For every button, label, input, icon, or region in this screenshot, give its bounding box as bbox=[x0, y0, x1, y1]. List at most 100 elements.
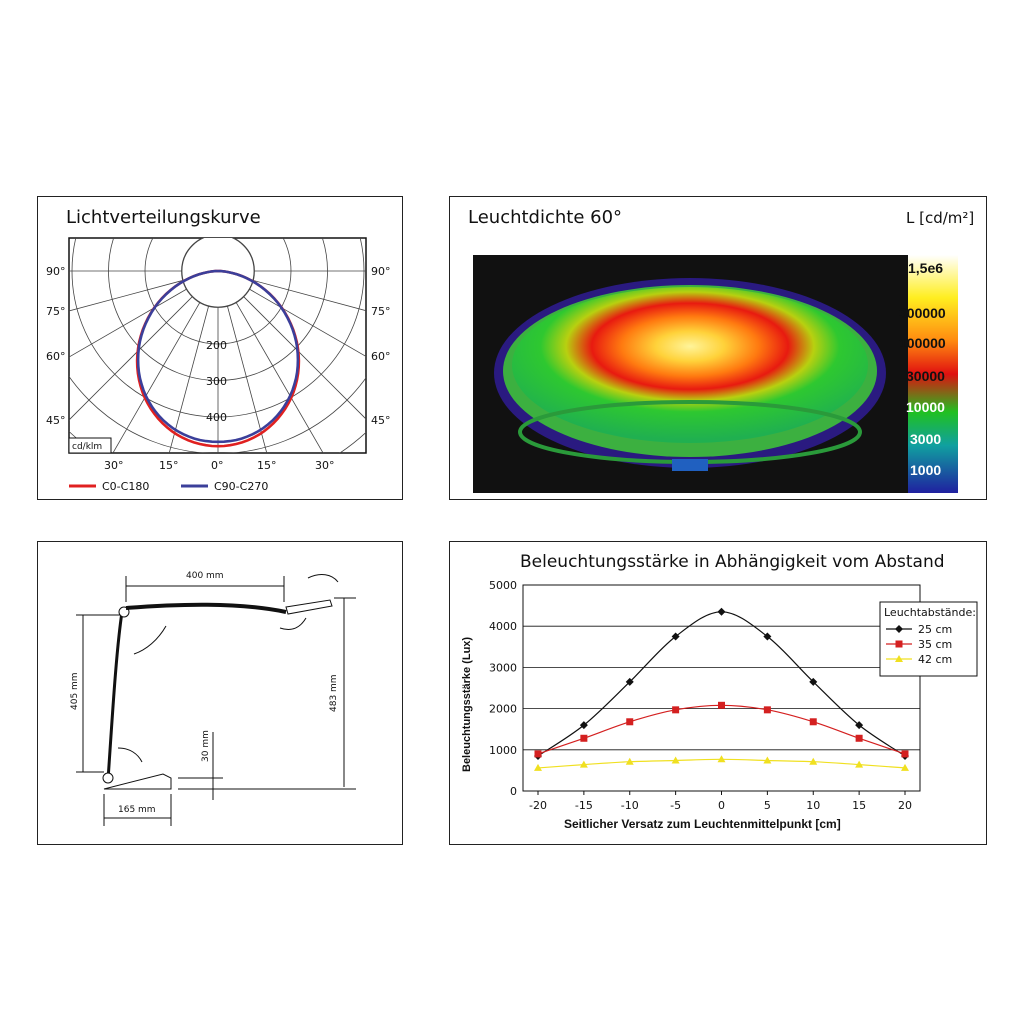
xtick-label: 20 bbox=[898, 799, 912, 812]
scale-value-0: 1,5e6 bbox=[908, 260, 943, 276]
heatmap-panel: Leuchtdichte 60° L [cd/m²] bbox=[449, 196, 987, 500]
dim-base-width-label: 165 mm bbox=[118, 805, 156, 815]
dim-arm-label: 400 mm bbox=[186, 571, 224, 581]
polar-panel: Lichtverteilungskurve 200 300 400 90° 75… bbox=[37, 196, 403, 500]
ytick-label: 3000 bbox=[489, 661, 517, 674]
angle-right-60: 60° bbox=[371, 350, 391, 363]
angle-bottom-30r: 30° bbox=[315, 459, 335, 472]
angle-left-45: 45° bbox=[46, 414, 66, 427]
angle-left-90: 90° bbox=[46, 265, 66, 278]
data-point-0 bbox=[671, 632, 680, 641]
scale-value-2: 100000 bbox=[899, 335, 946, 351]
data-point-1 bbox=[626, 718, 634, 726]
data-point-2 bbox=[901, 763, 909, 771]
data-point-1 bbox=[580, 734, 588, 742]
xtick-label: -15 bbox=[575, 799, 593, 812]
data-point-2 bbox=[717, 755, 726, 763]
scale-value-6: 1000 bbox=[910, 462, 941, 478]
polar-grid bbox=[69, 238, 366, 453]
angle-left-60: 60° bbox=[46, 350, 66, 363]
angle-right-90: 90° bbox=[371, 265, 391, 278]
lamp-column bbox=[106, 611, 124, 781]
polar-hub bbox=[181, 238, 255, 308]
dim-column-label: 405 mm bbox=[70, 672, 80, 710]
heatmap-scale-bar bbox=[908, 255, 958, 493]
lamp-arm bbox=[125, 602, 287, 614]
xtick-label: 5 bbox=[764, 799, 771, 812]
scale-value-3: 30000 bbox=[906, 368, 945, 384]
rotate-arrow-head-bottom bbox=[279, 617, 307, 631]
line-legend-box bbox=[879, 601, 978, 677]
lamp-drawing: 400 mm 405 mm 483 mm 30 mm 165 mm bbox=[70, 571, 356, 826]
unit-box bbox=[68, 437, 112, 454]
data-point-2 bbox=[534, 763, 542, 771]
rotate-arrow-upper bbox=[133, 625, 167, 655]
xtick-label: 15 bbox=[852, 799, 866, 812]
heatmap-core bbox=[512, 287, 868, 443]
curve-c90-c270 bbox=[136, 269, 300, 444]
xtick-label: 0 bbox=[718, 799, 725, 812]
line-axes: 0 1000 2000 3000 4000 5000 -20 -15 -10 -5 0 5 10 15 20 bbox=[489, 579, 912, 812]
angle-left-75: 75° bbox=[46, 305, 66, 318]
dim-height-label: 483 mm bbox=[329, 674, 339, 712]
angle-right-45: 45° bbox=[371, 414, 391, 427]
data-point-0 bbox=[717, 607, 726, 616]
line-xlabel: Seitlicher Versatz zum Leuchtenmittelpun… bbox=[564, 817, 841, 831]
heatmap-scale-label: L [cd/m²] bbox=[906, 209, 975, 227]
polar-title: Lichtverteilungskurve bbox=[66, 207, 261, 228]
polar-spoke bbox=[248, 288, 366, 357]
scale-value-1: 300000 bbox=[899, 305, 946, 321]
line-title: Beleuchtungsstärke in Abhängigkeit vom A… bbox=[520, 552, 945, 572]
data-point-0 bbox=[625, 677, 634, 686]
ytick-label: 1000 bbox=[489, 744, 517, 757]
xtick-label: 10 bbox=[806, 799, 820, 812]
legend-label-0: 25 cm bbox=[918, 623, 952, 636]
rotate-arrow-head-top bbox=[307, 574, 339, 583]
polar-spoke bbox=[252, 279, 366, 312]
data-point-1 bbox=[763, 706, 771, 714]
ytick-label: 5000 bbox=[489, 579, 517, 592]
lamp-head bbox=[285, 599, 333, 615]
line-ylabel: Beleuchtungsstärke (Lux) bbox=[461, 637, 473, 772]
line-chart: 0 1000 2000 3000 4000 5000 -20 -15 -10 -5 0 5 10 15 20… bbox=[461, 579, 978, 831]
data-point-0 bbox=[855, 721, 864, 730]
angle-right-75: 75° bbox=[371, 305, 391, 318]
legend-label-1: 35 cm bbox=[918, 638, 952, 651]
rotate-arrow-lower bbox=[117, 747, 143, 763]
data-point-2 bbox=[579, 760, 588, 768]
data-point-1 bbox=[718, 701, 725, 709]
angle-bottom-30l: 30° bbox=[104, 459, 124, 472]
data-point-2 bbox=[671, 756, 680, 764]
polar-spoke bbox=[112, 301, 201, 453]
dim-base-height-label: 30 mm bbox=[201, 730, 211, 762]
radial-tick-200: 200 bbox=[206, 339, 227, 352]
data-point-2 bbox=[855, 760, 864, 768]
polar-spoke bbox=[69, 288, 188, 358]
legend-label-2: 42 cm bbox=[918, 653, 952, 666]
lamp-base bbox=[103, 773, 172, 790]
angle-bottom-15r: 15° bbox=[257, 459, 277, 472]
heatmap-chart: 1,5e6 300000 100000 30000 10000 3000 100… bbox=[473, 255, 958, 493]
xtick-label: -10 bbox=[621, 799, 639, 812]
line-legend: 25 cm 35 cm 42 cm bbox=[886, 623, 952, 666]
data-point-1 bbox=[672, 706, 680, 714]
polar-spoke bbox=[69, 279, 184, 312]
unit-label: cd/klm bbox=[72, 442, 102, 452]
lamp-lower-joint bbox=[102, 772, 114, 784]
polar-curves bbox=[135, 269, 301, 448]
xtick-label: -5 bbox=[670, 799, 681, 812]
polar-spoke bbox=[235, 301, 324, 453]
data-point-0 bbox=[763, 632, 772, 641]
ytick-label: 2000 bbox=[489, 703, 517, 716]
angle-bottom-0: 0° bbox=[211, 459, 224, 472]
polar-chart: 200 300 400 90° 75° 60° 45° 90° 75° 60° … bbox=[46, 237, 391, 493]
heatmap-spot bbox=[672, 459, 708, 471]
heatmap-title: Leuchtdichte 60° bbox=[468, 207, 623, 228]
data-point-0 bbox=[579, 721, 588, 730]
ytick-label: 4000 bbox=[489, 620, 517, 633]
data-point-1 bbox=[855, 734, 863, 742]
xtick-label: -20 bbox=[529, 799, 547, 812]
legend-marker-1 bbox=[895, 640, 903, 648]
angle-bottom-15l: 15° bbox=[159, 459, 179, 472]
legend-marker-2 bbox=[895, 655, 903, 662]
